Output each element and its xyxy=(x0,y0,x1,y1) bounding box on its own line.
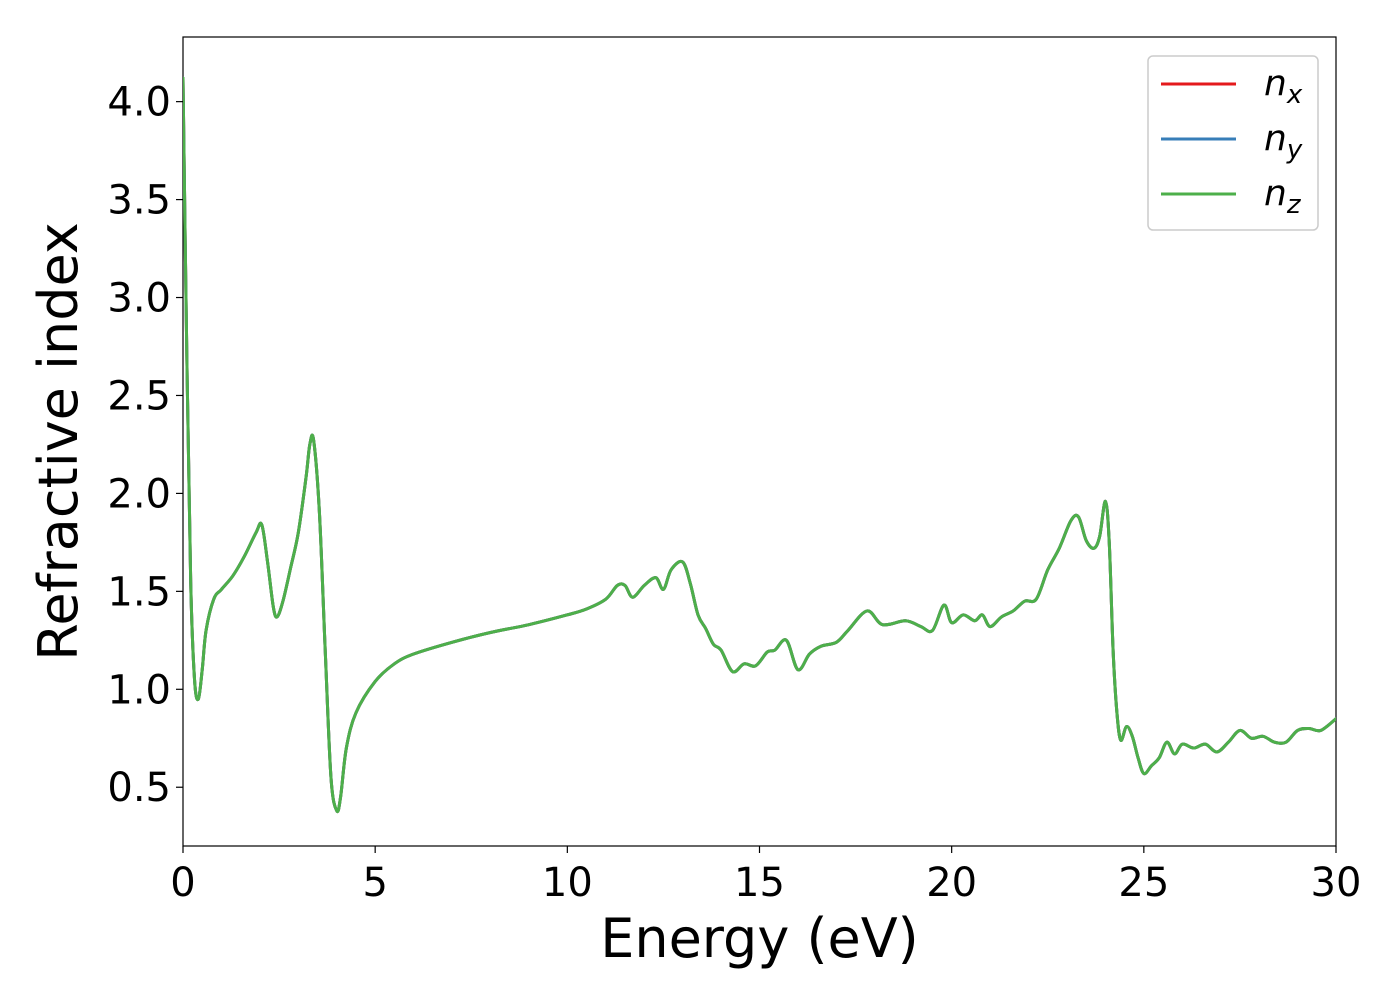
y-tick-label: 3.0 xyxy=(107,276,171,322)
legend-label-main: n xyxy=(1264,63,1287,104)
x-tick-label: 0 xyxy=(170,860,195,906)
y-tick-label: 0.5 xyxy=(107,765,171,811)
legend-label-main: n xyxy=(1264,173,1287,214)
x-axis: 0 5 10 15 20 25 30 xyxy=(170,846,1361,906)
y-tick-label: 2.5 xyxy=(107,373,171,419)
y-tick-label: 1.0 xyxy=(107,667,171,713)
legend-label-z: nz xyxy=(1264,173,1302,220)
x-axis-title: Energy (eV) xyxy=(600,907,919,970)
y-axis: 0.5 1.0 1.5 2.0 2.5 3.0 3.5 4.0 xyxy=(107,80,183,811)
legend-label-subscript: y xyxy=(1286,135,1303,165)
legend-label-y: ny xyxy=(1264,118,1303,165)
x-tick-label: 25 xyxy=(1118,860,1169,906)
legend-label-subscript: z xyxy=(1286,190,1302,220)
series-layer xyxy=(183,76,1336,814)
y-tick-label: 3.5 xyxy=(107,178,171,224)
legend-label-subscript: x xyxy=(1286,80,1303,110)
series-line-z xyxy=(183,76,1336,814)
x-tick-label: 30 xyxy=(1311,860,1362,906)
y-tick-label: 2.0 xyxy=(107,471,171,517)
x-tick-label: 10 xyxy=(542,860,593,906)
y-tick-label: 1.5 xyxy=(107,569,171,615)
legend-label-main: n xyxy=(1264,118,1287,159)
legend-box xyxy=(1147,55,1319,231)
legend-label-x: nx xyxy=(1264,63,1303,110)
x-tick-label: 5 xyxy=(362,860,387,906)
y-axis-title: Refractive index xyxy=(27,222,90,661)
x-tick-label: 20 xyxy=(926,860,977,906)
y-tick-label: 4.0 xyxy=(107,80,171,126)
x-tick-label: 15 xyxy=(734,860,785,906)
